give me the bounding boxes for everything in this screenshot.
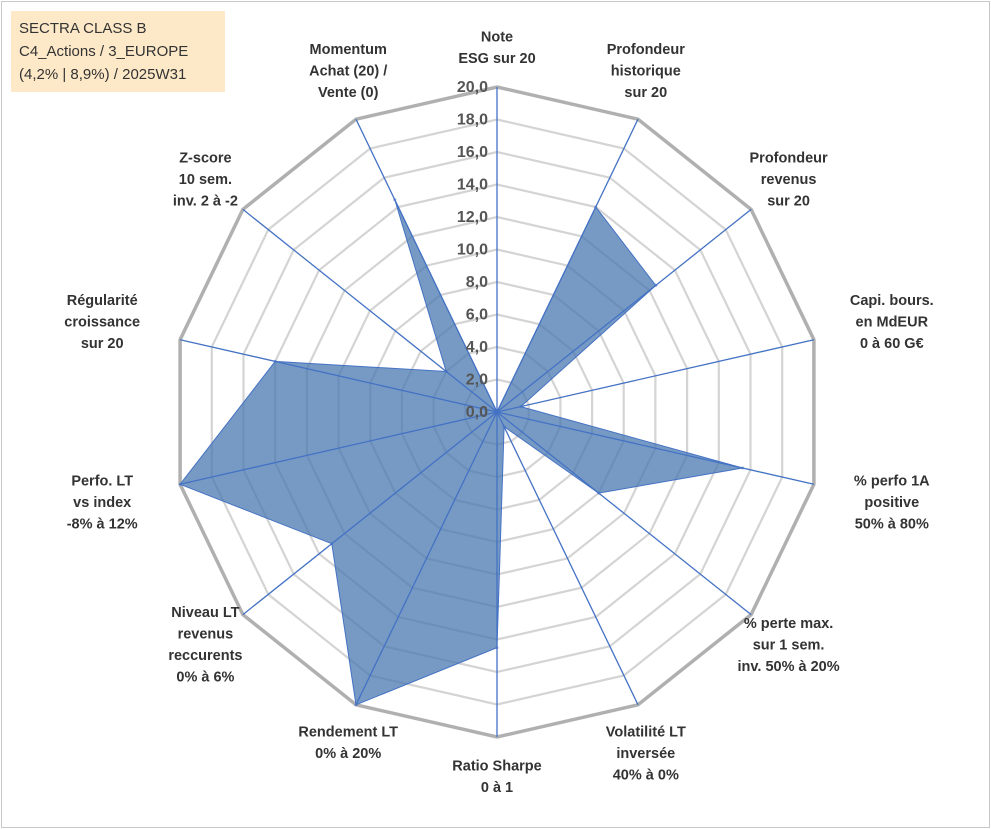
tick-label-7: 14,0 [457,177,488,194]
axis-label-2-line-0: Profondeur [750,151,828,167]
axis-label-9-line-2: reccurents [168,648,242,664]
axis-label-4-line-1: positive [864,495,919,511]
axis-label-2: Profondeur revenus sur 20 [750,151,828,210]
axis-label-12-line-0: Z-score [179,151,231,167]
tick-label-9: 18,0 [457,112,488,129]
axis-label-5-line-0: % perte max. [744,616,833,632]
axis-label-5-line-2: inv. 50% à 20% [738,659,840,675]
axis-label-3-line-0: Capi. bours. [850,293,934,309]
axis-label-3-line-2: 0 à 60 G€ [860,336,924,352]
axis-label-8-line-1: 0% à 20% [315,746,381,762]
axis-label-13: Momentum Achat (20) / Vente (0) [309,42,387,101]
series-area [179,199,743,706]
axis-label-13-line-1: Achat (20) / [309,64,387,80]
tick-label-3: 6,0 [466,307,488,324]
tick-label-2: 4,0 [466,339,488,356]
axis-label-4: % perfo 1A positive 50% à 80% [854,473,930,532]
tick-label-8: 16,0 [457,144,488,161]
axis-label-12: Z-score 10 sem. inv. 2 à -2 [173,151,238,210]
radar-axis-labels: Note ESG sur 20 Profondeur historique sur 20… [64,30,933,797]
axis-label-6-line-1: inversée [616,746,675,762]
axis-label-8: Rendement LT 0% à 20% [298,725,398,763]
axis-label-7-line-1: 0 à 1 [481,780,513,796]
axis-label-12-line-2: inv. 2 à -2 [173,194,238,210]
spoke-10 [179,411,498,485]
spoke-12 [242,208,498,413]
spoke-9 [242,411,498,616]
spoke-11 [179,339,498,413]
axis-label-9: Niveau LT revenus reccurents 0% à 6% [168,605,242,686]
axis-label-4-line-2: 50% à 80% [855,516,929,532]
info-box: SECTRA CLASS B C4_Actions / 3_EUROPE (4,… [11,11,225,92]
axis-label-9-line-3: 0% à 6% [176,670,234,686]
axis-label-4-line-0: % perfo 1A [854,473,930,489]
axis-label-5: % perte max. sur 1 sem. inv. 50% à 20% [738,616,840,675]
axis-label-2-line-1: revenus [761,172,817,188]
spoke-8 [355,411,498,706]
axis-label-7-line-0: Ratio Sharpe [452,759,541,775]
spoke-4 [496,411,815,485]
radar-tick-labels: 0,0 2,0 4,0 6,0 8,0 10,0 12,0 14,0 16,0 18,0 20,0 [457,79,488,421]
tick-label-10: 20,0 [457,79,488,96]
axis-label-1: Profondeur historique sur 20 [607,42,685,101]
axis-label-10-line-0: Perfo. LT [71,473,133,489]
spoke-1 [496,118,639,413]
axis-label-6-line-0: Volatilité LT [606,725,686,741]
axis-label-1-line-0: Profondeur [607,42,685,58]
axis-label-9-line-0: Niveau LT [171,605,239,621]
axis-label-3-line-1: en MdEUR [856,315,929,331]
spoke-2 [496,208,752,413]
spoke-5 [496,411,752,616]
axis-label-0-line-0: Note [481,30,513,46]
axis-label-11: Régularité croissance sur 20 [64,293,140,352]
info-box-line-3: (4,2% | 8,9%) / 2025W31 [19,66,187,83]
axis-label-10: Perfo. LT vs index -8% à 12% [67,473,138,532]
axis-label-10-line-1: vs index [73,495,131,511]
axis-label-0: Note ESG sur 20 [458,30,535,68]
axis-label-11-line-2: sur 20 [81,336,124,352]
axis-label-5-line-1: sur 1 sem. [753,637,825,653]
axis-label-13-line-2: Vente (0) [318,85,379,101]
axis-label-6: Volatilité LT inversée 40% à 0% [606,725,686,784]
axis-label-11-line-0: Régularité [67,293,138,309]
axis-label-11-line-1: croissance [64,315,140,331]
axis-label-3: Capi. bours. en MdEUR 0 à 60 G€ [850,293,934,352]
info-box-line-1: SECTRA CLASS B [19,20,147,37]
tick-label-5: 10,0 [457,242,488,259]
axis-label-10-line-2: -8% à 12% [67,516,138,532]
axis-label-9-line-1: revenus [178,627,234,643]
axis-label-0-line-1: ESG sur 20 [458,51,535,67]
axis-label-1-line-1: historique [611,64,681,80]
info-box-line-2: C4_Actions / 3_EUROPE [19,43,189,60]
tick-label-1: 2,0 [466,372,488,389]
axis-label-12-line-1: 10 sem. [179,172,232,188]
spoke-13 [355,118,498,413]
tick-label-4: 8,0 [466,274,488,291]
axis-label-6-line-2: 40% à 0% [613,768,679,784]
spoke-3 [496,339,815,413]
axis-label-7: Ratio Sharpe 0 à 1 [452,759,541,797]
tick-label-6: 12,0 [457,209,488,226]
radar-spokes [179,87,815,737]
axis-label-13-line-0: Momentum [310,42,387,58]
axis-label-1-line-2: sur 20 [624,85,667,101]
axis-label-8-line-0: Rendement LT [298,725,398,741]
axis-label-2-line-2: sur 20 [767,194,810,210]
tick-label-0: 0,0 [466,404,488,421]
spoke-6 [496,411,639,706]
